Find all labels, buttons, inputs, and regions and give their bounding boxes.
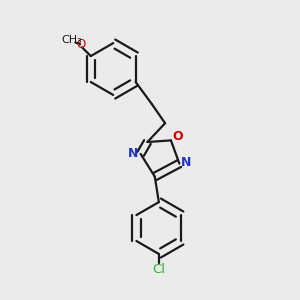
Text: CH₃: CH₃ (61, 35, 82, 46)
Text: O: O (172, 130, 183, 143)
Text: N: N (128, 147, 139, 160)
Text: N: N (181, 157, 192, 169)
Text: O: O (76, 38, 86, 51)
Text: Cl: Cl (152, 263, 165, 276)
